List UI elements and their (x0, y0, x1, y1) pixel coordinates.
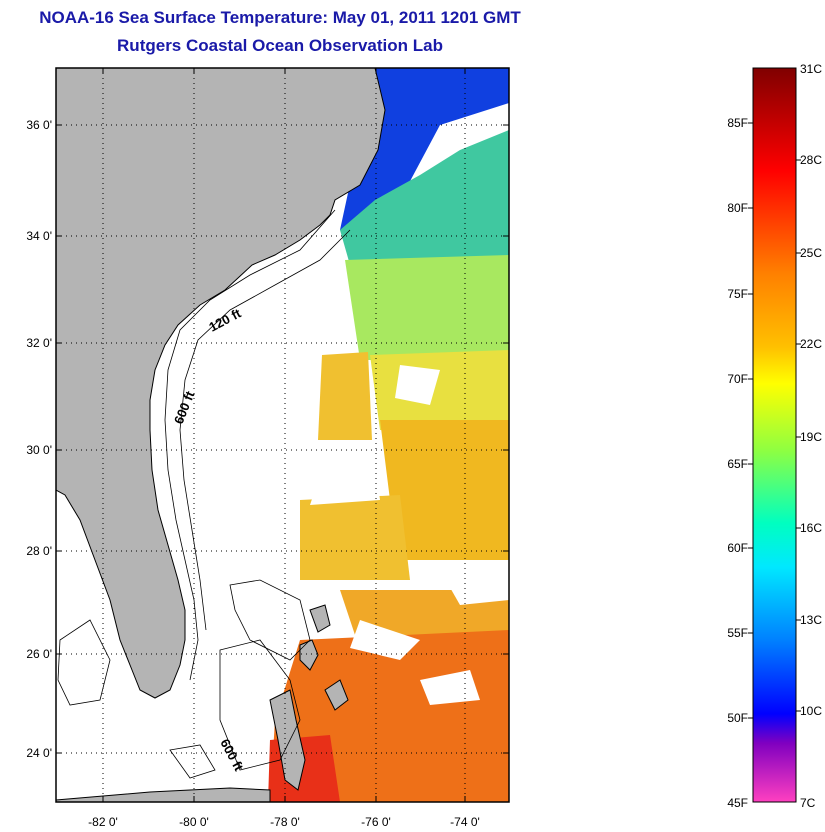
colorbar-c-label: 10C (800, 704, 823, 718)
colorbar-c-label: 13C (800, 613, 823, 627)
colorbar-f-label: 85F (727, 116, 748, 130)
colorbar (752, 67, 797, 803)
colorbar-f-label: 80F (727, 201, 748, 215)
colorbar-f-label: 70F (727, 372, 748, 386)
colorbar-f-label: 65F (727, 457, 748, 471)
colorbar-c-label: 31C (800, 62, 823, 76)
us-landmass (56, 68, 386, 699)
colorbar-c-label: 28C (800, 153, 823, 167)
colorbar-c-label: 19C (800, 430, 823, 444)
map-frame (55, 67, 510, 803)
lon-label: -74 0' (450, 815, 480, 829)
colorbar-f-label: 60F (727, 541, 748, 555)
colorbar-f-label: 50F (727, 711, 748, 725)
lon-label: -76 0' (361, 815, 391, 829)
bahamas-landmass (269, 604, 349, 791)
lat-label: 28 0' (26, 544, 52, 558)
sst-data-layer (268, 68, 509, 802)
lon-label: -78 0' (270, 815, 300, 829)
lat-label: 26 0' (26, 647, 52, 661)
lon-label: -80 0' (179, 815, 209, 829)
lat-label: 34 0' (26, 229, 52, 243)
colorbar-c-label: 7C (800, 796, 816, 810)
colorbar-c-label: 16C (800, 521, 823, 535)
lat-label: 30 0' (26, 443, 52, 457)
map-title: NOAA-16 Sea Surface Temperature: May 01,… (39, 8, 521, 27)
lon-label: -82 0' (88, 815, 118, 829)
colorbar-c-label: 22C (800, 337, 823, 351)
map-subtitle: Rutgers Coastal Ocean Observation Lab (117, 36, 443, 55)
colorbar-f-label: 55F (727, 626, 748, 640)
lat-label: 24 0' (26, 746, 52, 760)
lat-label: 36 0' (26, 118, 52, 132)
lat-label: 32 0' (26, 336, 52, 350)
cuba-landmass (56, 787, 271, 802)
colorbar-c-label: 25C (800, 246, 823, 260)
colorbar-f-label: 45F (727, 796, 748, 810)
colorbar-f-label: 75F (727, 287, 748, 301)
